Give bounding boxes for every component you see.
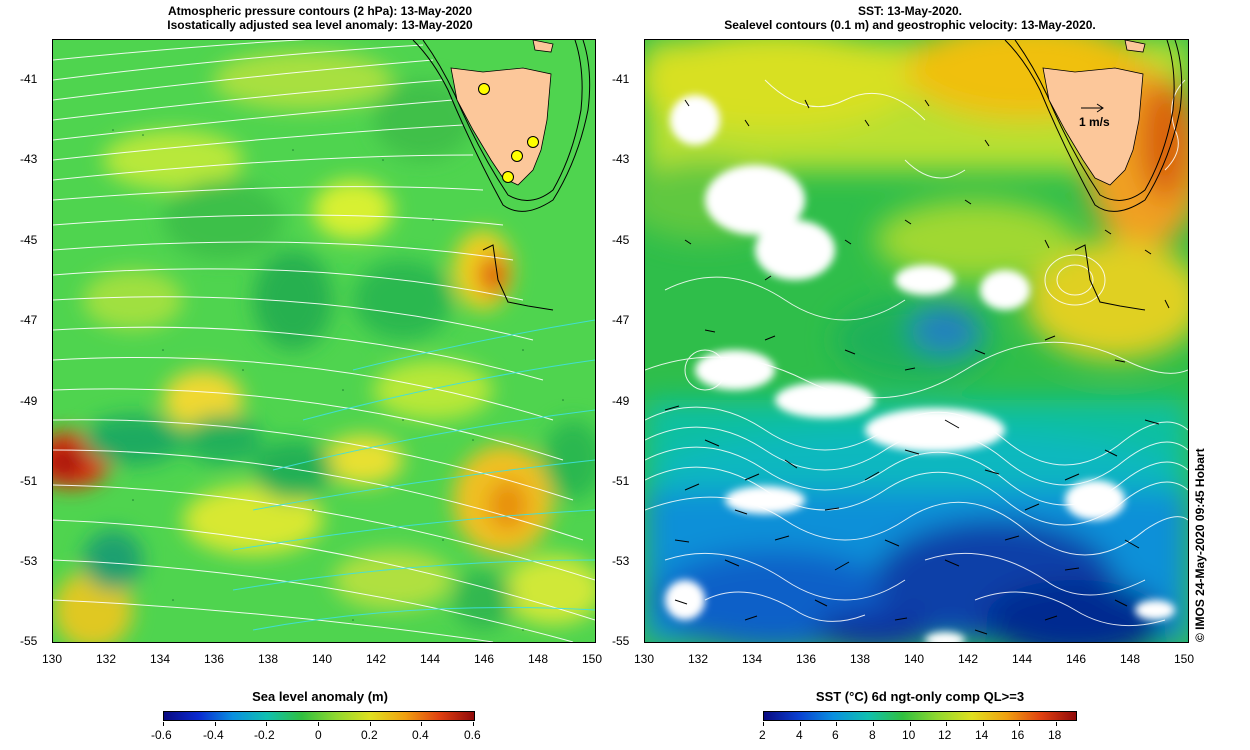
sst-tick-label: 12 <box>938 728 952 742</box>
sla-colorbar <box>163 711 475 721</box>
lon-tick: 130 <box>634 652 655 666</box>
lon-tick: 150 <box>1174 652 1195 666</box>
lat-tick: -43 <box>612 152 630 166</box>
sla-tick-label: -0.6 <box>151 728 172 742</box>
lat-tick: -41 <box>612 72 630 86</box>
lon-tick: 148 <box>1120 652 1141 666</box>
station-marker-1 <box>478 83 490 95</box>
lon-tick: 136 <box>796 652 817 666</box>
lat-tick: -51 <box>20 474 38 488</box>
sst-tick-label: 6 <box>832 728 839 742</box>
sea-level-contours <box>645 79 1188 627</box>
lon-tick: 146 <box>474 652 495 666</box>
lon-tick: 140 <box>904 652 925 666</box>
sea-level-anomaly-map[interactable] <box>52 39 596 643</box>
sst-tick-label: 10 <box>902 728 916 742</box>
lat-tick: -41 <box>20 72 38 86</box>
sea-level-anomaly-field <box>53 40 595 642</box>
lat-tick: -51 <box>612 474 630 488</box>
sla-tick-label: 0 <box>315 728 322 742</box>
lat-tick: -45 <box>20 233 38 247</box>
lon-tick: 144 <box>1012 652 1033 666</box>
left-title-line2: Isostatically adjusted sea level anomaly… <box>167 18 473 32</box>
lat-tick: -43 <box>20 152 38 166</box>
lon-tick: 132 <box>688 652 709 666</box>
sst-colorbar-label: SST (°C) 6d ngt-only comp QL>=3 <box>815 689 1025 704</box>
sst-field <box>645 40 1188 642</box>
lat-tick: -47 <box>20 313 38 327</box>
sst-tick-label: 14 <box>975 728 989 742</box>
lon-tick: 138 <box>258 652 279 666</box>
lat-tick: -49 <box>20 394 38 408</box>
sst-tick-label: 2 <box>759 728 766 742</box>
right-title-line2: Sealevel contours (0.1 m) and geostrophi… <box>724 18 1096 32</box>
station-marker-2 <box>527 136 539 148</box>
lon-tick: 148 <box>528 652 549 666</box>
sla-tick-label: 0.2 <box>361 728 378 742</box>
sst-map[interactable]: 1 m/s <box>644 39 1189 643</box>
lat-tick: -55 <box>20 634 38 648</box>
station-marker-3 <box>511 150 523 162</box>
lon-tick: 130 <box>42 652 63 666</box>
sst-tick-label: 16 <box>1011 728 1025 742</box>
sst-tick-label: 8 <box>869 728 876 742</box>
pressure-contours <box>53 40 595 642</box>
cloud-mask <box>665 95 1175 642</box>
sst-tick-label: 18 <box>1048 728 1062 742</box>
sla-tick-label: 0.6 <box>464 728 481 742</box>
velocity-vectors <box>664 99 1170 635</box>
significance-stipple <box>112 129 564 631</box>
tasmania-land <box>412 40 591 311</box>
left-title-line1: Atmospheric pressure contours (2 hPa): 1… <box>167 4 473 18</box>
sla-colorbar-label: Sea level anomaly (m) <box>252 689 388 704</box>
lon-tick: 144 <box>420 652 441 666</box>
lat-tick: -47 <box>612 313 630 327</box>
sst-tick-label: 4 <box>796 728 803 742</box>
velocity-scale-label: 1 m/s <box>1079 115 1110 129</box>
lat-tick: -49 <box>612 394 630 408</box>
lon-tick: 140 <box>312 652 333 666</box>
left-title: Atmospheric pressure contours (2 hPa): 1… <box>60 4 580 32</box>
sla-tick-label: 0.4 <box>412 728 429 742</box>
lon-tick: 136 <box>204 652 225 666</box>
sla-tick-label: -0.2 <box>254 728 275 742</box>
pressure-contours-low <box>232 319 595 631</box>
tasmania-land-sst <box>1004 40 1183 311</box>
lon-tick: 142 <box>366 652 387 666</box>
lon-tick: 134 <box>742 652 763 666</box>
sla-tick-label: -0.4 <box>203 728 224 742</box>
right-title: SST: 13-May-2020. Sealevel contours (0.1… <box>640 4 1180 32</box>
lon-tick: 134 <box>150 652 171 666</box>
lat-tick: -53 <box>20 554 38 568</box>
lon-tick: 150 <box>582 652 603 666</box>
right-title-line1: SST: 13-May-2020. <box>857 4 963 18</box>
lon-tick: 146 <box>1066 652 1087 666</box>
imos-credit: © IMOS 24-May-2020 09:45 Hobart <box>1193 448 1207 642</box>
station-marker-4 <box>502 171 514 183</box>
lat-tick: -55 <box>612 634 630 648</box>
lat-tick: -45 <box>612 233 630 247</box>
sst-colorbar <box>763 711 1077 721</box>
lat-tick: -53 <box>612 554 630 568</box>
lon-tick: 142 <box>958 652 979 666</box>
lon-tick: 132 <box>96 652 117 666</box>
lon-tick: 138 <box>850 652 871 666</box>
